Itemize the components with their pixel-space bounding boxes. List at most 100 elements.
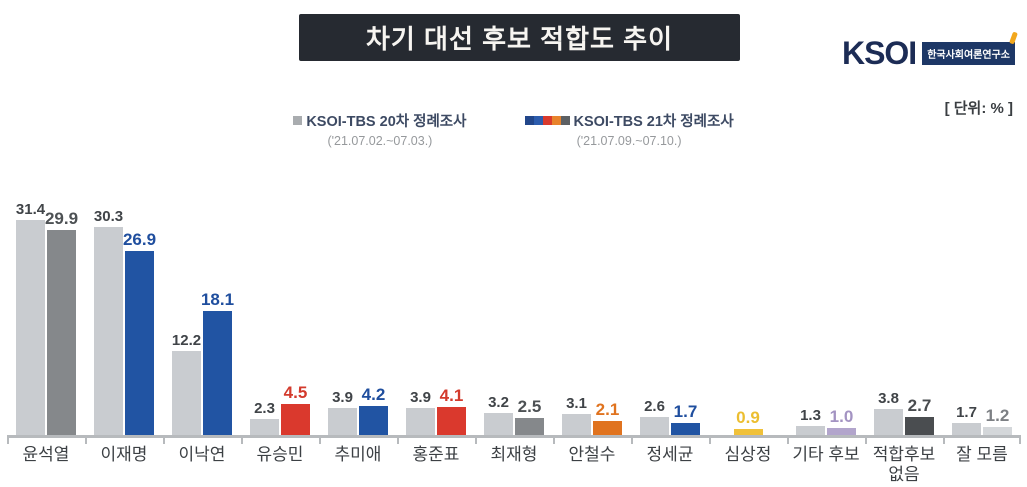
bar-survey-20: 3.1 [562,395,591,435]
value-label: 1.7 [673,402,698,421]
value-label: 12.2 [171,332,202,349]
axis-tick [552,438,555,444]
x-axis-ticks [7,438,1021,444]
bar-pair: 3.9 4.1 [397,195,475,435]
value-label: 0.9 [736,408,760,427]
bar-survey-20: 1.7 [952,404,981,435]
bar-survey-21: 0.9 [733,408,763,435]
bar-pair: 1.3 1.0 [787,195,865,435]
category-label: 이낙연 [178,445,226,464]
bar-survey-21: 2.7 [905,396,934,435]
ksoi-logo-accent-icon [1009,31,1018,45]
value-label: 1.7 [956,404,977,421]
bar-pair: 3.8 2.7 [865,195,943,435]
value-label: 1.2 [985,406,1010,425]
bar-group: 1.7 1.2 잘 모름 [943,195,1021,484]
value-label: 2.6 [644,398,665,415]
ksoi-logo-wordmark: KSOI [841,35,917,71]
ksoi-logo: KSOI 한국사회여론연구소 [841,31,1018,71]
legend-swatch-icon [293,116,303,125]
bar-group: 2.6 1.7 정세균 [631,195,709,484]
value-label: 18.1 [200,290,235,309]
bar-group: 3.1 2.1 안철수 [553,195,631,484]
bar-group: 31.4 29.9 윤석열 [7,195,85,484]
bar-survey-20: 3.2 [484,394,513,435]
value-label: 1.0 [829,407,854,426]
bar-group: 3.8 2.7 적합후보 없음 [865,195,943,484]
bar-survey-20: 30.3 [94,208,123,435]
value-label: 3.9 [410,389,431,406]
legend-item-1: KSOI-TBS 21차 정례조사 ('21.07.09.~07.10.) [524,110,734,148]
axis-tick [397,438,399,444]
value-label: 4.2 [361,385,386,404]
bar-survey-21: 1.0 [827,407,856,435]
category-label: 최재형 [490,445,538,464]
bar-survey-20: 3.9 [406,389,435,435]
legend-swatch-icon [524,116,570,125]
unit-label: [ 단위: % ] [944,100,1013,117]
bar-survey-20: 1.3 [796,407,825,435]
axis-tick [84,438,87,444]
category-label: 적합후보 없음 [872,445,936,484]
axis-tick [630,438,633,444]
bar-pair: 3.2 2.5 [475,195,553,435]
legend-series-name: KSOI-TBS 21차 정례조사 [573,114,734,130]
value-label: 2.7 [907,396,932,415]
value-label: 3.1 [566,395,587,412]
category-label: 잘 모름 [956,445,1008,464]
bar-group: 3.9 4.1 홍준표 [397,195,475,484]
bar-survey-20: 3.9 [328,389,357,435]
bar-survey-21: 18.1 [201,290,234,435]
bar-survey-20: 31.4 [16,201,45,435]
category-label: 이재명 [100,445,148,464]
legend-series-period: ('21.07.09.~07.10.) [576,134,682,148]
bar-groups: 31.4 29.9 윤석열 30.3 26.9 이재명 12.2 18.1 이낙연 2.3 4.5 유… [7,195,1021,484]
category-label: 기타 후보 [792,445,860,464]
bar-survey-21: 29.9 [45,209,78,435]
bar-survey-20: 3.8 [874,390,903,435]
bar-group: 1.3 1.0 기타 후보 [787,195,865,484]
bar-pair: 12.2 18.1 [163,195,241,435]
bar-pair: 30.3 26.9 [85,195,163,435]
bar-survey-21: 4.5 [281,383,310,435]
category-label: 윤석열 [22,445,70,464]
value-label: 26.9 [122,230,157,249]
category-label: 심상정 [724,445,772,464]
bar-pair: 0.9 [709,195,787,435]
value-label: 30.3 [93,208,124,225]
page-title: 차기 대선 후보 적합도 추이 [365,24,673,54]
axis-tick [475,438,477,444]
bar-pair: 2.6 1.7 [631,195,709,435]
bar-survey-21: 26.9 [123,230,156,435]
bar-survey-21: 4.2 [359,385,388,435]
axis-tick [708,438,711,444]
value-label: 4.5 [283,383,308,402]
legend-series-name: KSOI-TBS 20차 정례조사 [306,114,467,130]
value-label: 3.8 [878,390,899,407]
ksoi-logo-subtitle: 한국사회여론연구소 [922,41,1015,65]
category-label: 추미애 [334,445,382,464]
bar-survey-21: 2.1 [593,400,622,435]
axis-tick [787,438,789,444]
bar-survey-21: 4.1 [437,386,466,435]
value-label: 3.9 [332,389,353,406]
bar-group: 3.2 2.5 최재형 [475,195,553,484]
axis-tick [241,438,243,444]
bar-group: 12.2 18.1 이낙연 [163,195,241,484]
bar-survey-20: 12.2 [172,332,201,435]
axis-tick [865,438,867,444]
bar-survey-20: 2.6 [640,398,669,435]
legend-item-0: KSOI-TBS 20차 정례조사 ('21.07.02.~07.03.) [293,110,467,148]
category-label: 홍준표 [412,445,460,464]
chart-title-box: 차기 대선 후보 적합도 추이 [299,14,740,61]
value-label: 2.5 [517,397,542,416]
bar-survey-21: 1.2 [983,406,1012,435]
legend-series-period: ('21.07.02.~07.03.) [327,134,433,148]
value-label: 1.3 [800,407,821,424]
axis-tick [1019,438,1021,444]
bar-group: 3.9 4.2 추미애 [319,195,397,484]
value-label: 2.3 [254,400,275,417]
x-axis-line [7,435,1021,438]
bar-survey-21: 1.7 [671,402,700,435]
